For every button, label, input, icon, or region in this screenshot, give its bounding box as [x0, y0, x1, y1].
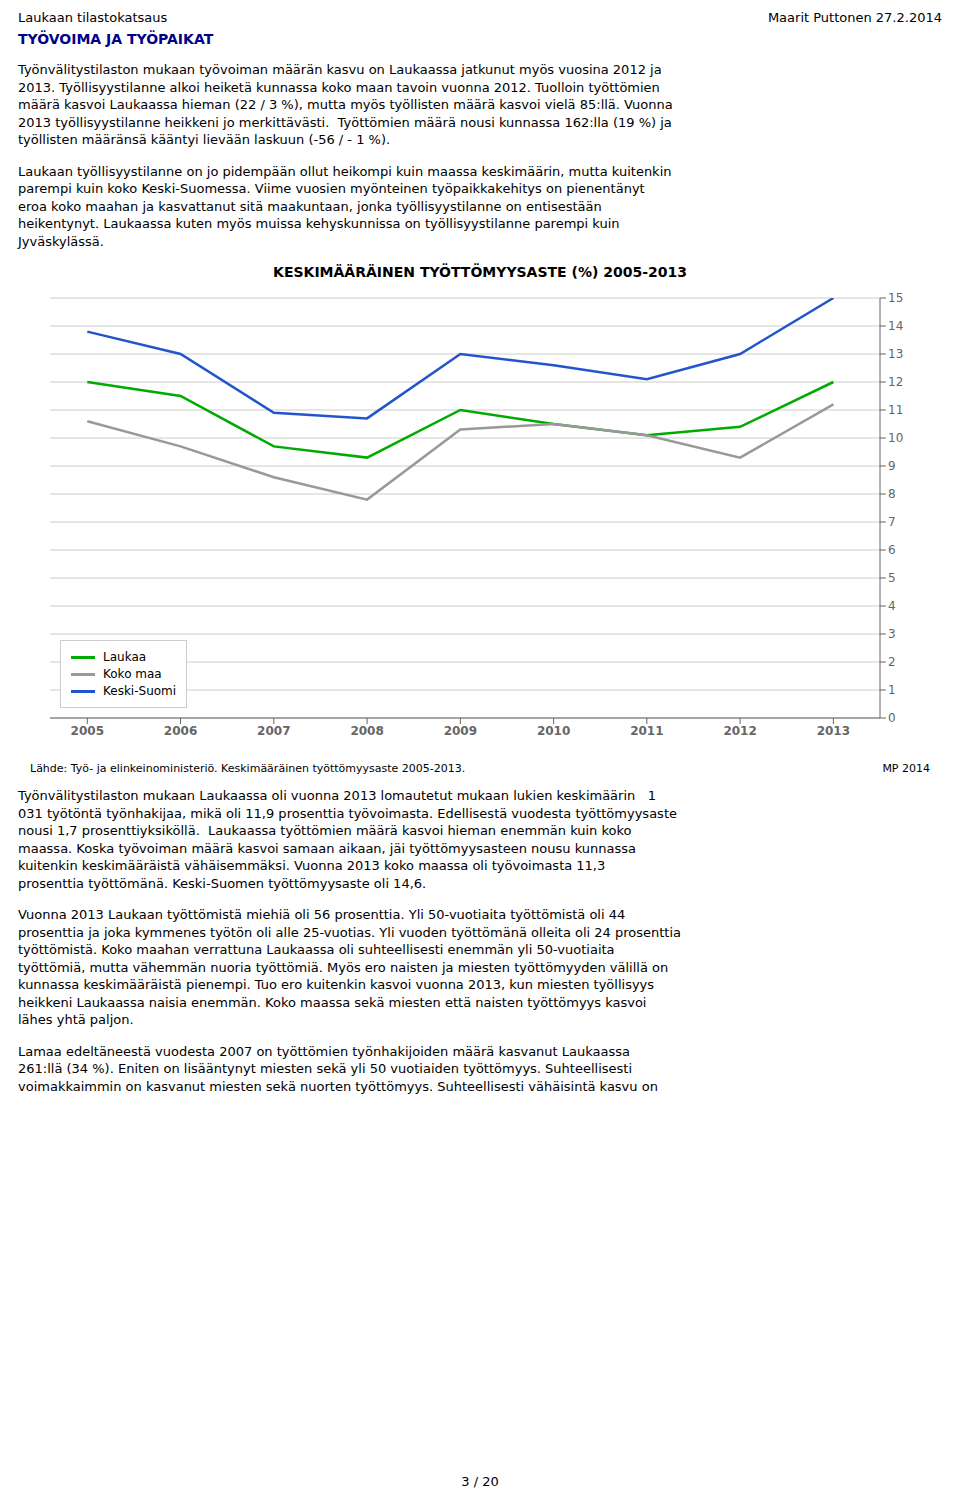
html-text:031 työtöntä työnhakijaa, mikä: 031 työtöntä työnhakijaa, mikä oli 11,9 …: [18, 805, 677, 821]
html-text:Jyväskylässä.: Jyväskylässä.: [18, 233, 104, 249]
html-text:MP 2014: MP 2014: [882, 762, 930, 775]
svg-text:10: 10: [888, 431, 903, 445]
html-text:Koko maa: Koko maa: [103, 667, 162, 681]
svg-text:2009: 2009: [444, 724, 477, 738]
svg-text:2006: 2006: [164, 724, 197, 738]
svg-text:2013: 2013: [817, 724, 850, 738]
html-text:parempi kuin koko Keski-Suomes: parempi kuin koko Keski-Suomessa. Viime …: [18, 181, 645, 196]
svg-text:5: 5: [888, 571, 896, 585]
svg-text:2010: 2010: [537, 724, 570, 738]
svg-text:1: 1: [888, 683, 896, 697]
svg-text:2005: 2005: [71, 724, 104, 738]
html-text:TYÖVOIMA JA TYÖPAIKAT: TYÖVOIMA JA TYÖPAIKAT: [18, 31, 214, 47]
html-text:määrä kasvoi Laukaassa hieman: määrä kasvoi Laukaassa hieman (22 / 3 %)…: [18, 97, 673, 112]
html-text:KESKIMÄÄRÄINEN TYÖTTÖMYYSASTE: KESKIMÄÄRÄINEN TYÖTTÖMYYSASTE (%) 2005-2…: [273, 264, 687, 280]
html-text:nousi 1,7 prosenttiyksiköllä.: nousi 1,7 prosenttiyksiköllä. Laukaassa …: [18, 823, 632, 838]
html-text:Laukaan työllisyystilanne on j: Laukaan työllisyystilanne on jo pidempää…: [18, 163, 672, 179]
html-text:kunnassa keskimääräistä pienem: kunnassa keskimääräistä pienempi. Tuo er…: [18, 977, 655, 992]
html-text:Lamaa edeltäneestä vuodesta 20: Lamaa edeltäneestä vuodesta 2007 on työt…: [18, 1043, 630, 1059]
html-text:työttömiä, mutta vähemmän nuor: työttömiä, mutta vähemmän nuoria työttöm…: [18, 959, 669, 975]
html-text:Lähde: Työ- ja elinkeinominist: Lähde: Työ- ja elinkeinoministeriö. Kesk…: [30, 762, 466, 775]
svg-text:7: 7: [888, 515, 896, 529]
html-text:Laukaa: Laukaa: [103, 650, 147, 664]
html-text:maassa. Koska työvoiman määrä: maassa. Koska työvoiman määrä kasvoi sam…: [18, 840, 636, 856]
svg-text:2012: 2012: [723, 724, 756, 738]
svg-text:14: 14: [888, 319, 903, 333]
html-text:Työnvälitystilaston mukaan työ: Työnvälitystilaston mukaan työvoiman mää…: [18, 62, 662, 77]
html-text:Työnvälitystilaston mukaan Lau: Työnvälitystilaston mukaan Laukaassa oli…: [18, 788, 656, 803]
svg-text:2011: 2011: [630, 724, 663, 738]
html-text:2013. Työllisyystilanne alkoi: 2013. Työllisyystilanne alkoi heiketä ku…: [18, 79, 660, 95]
html-text:prosenttia työttömänä. Keski-S: prosenttia työttömänä. Keski-Suomen työt…: [18, 875, 427, 891]
svg-text:11: 11: [888, 403, 903, 417]
html-text:261:llä (34 %). Eniten on lisä: 261:llä (34 %). Eniten on lisääntynyt mi…: [18, 1061, 632, 1076]
html-text:Vuonna 2013 Laukaan työttömist: Vuonna 2013 Laukaan työttömistä miehiä o…: [18, 907, 626, 922]
html-text:heikkeni Laukaassa naisia enem: heikkeni Laukaassa naisia enemmän. Koko …: [18, 994, 647, 1010]
svg-text:9: 9: [888, 459, 896, 473]
html-text:voimakkaimmin on kasvanut mies: voimakkaimmin on kasvanut miesten sekä n…: [18, 1078, 658, 1094]
svg-text:0: 0: [888, 711, 896, 725]
svg-text:12: 12: [888, 375, 903, 389]
html-text:kuitenkin keskimääräistä vähäi: kuitenkin keskimääräistä vähäisemmäksi. …: [18, 858, 606, 873]
svg-text:2: 2: [888, 655, 896, 669]
html-text:eroa koko maahan ja kasvattanu: eroa koko maahan ja kasvattanut sitä maa…: [18, 198, 602, 214]
svg-text:2007: 2007: [257, 724, 290, 738]
html-text:Maarit Puttonen 27.2.2014: Maarit Puttonen 27.2.2014: [767, 10, 942, 25]
html-text:heikentynyt. Laukaassa kuten m: heikentynyt. Laukaassa kuten myös muissa…: [18, 216, 620, 231]
svg-text:2008: 2008: [350, 724, 383, 738]
svg-text:4: 4: [888, 599, 896, 613]
html-text:Laukaan tilastokatsaus: Laukaan tilastokatsaus: [18, 10, 168, 25]
svg-text:6: 6: [888, 543, 896, 557]
html-text:lähes yhtä paljon.: lähes yhtä paljon.: [18, 1012, 134, 1027]
svg-text:15: 15: [888, 291, 903, 305]
html-text:Keski-Suomi: Keski-Suomi: [103, 684, 177, 698]
svg-text:3: 3: [888, 627, 896, 641]
html-text:2013 työllisyystilanne heikken: 2013 työllisyystilanne heikkeni jo merki…: [18, 114, 672, 130]
svg-text:8: 8: [888, 487, 896, 501]
html-text:prosenttia ja joka kymmenes ty: prosenttia ja joka kymmenes työtön oli a…: [18, 924, 681, 940]
html-text:työttömistä. Koko maahan verra: työttömistä. Koko maahan verrattuna Lauk…: [18, 942, 615, 957]
html-text:työllisten määränsä kääntyi li: työllisten määränsä kääntyi lievään lask…: [18, 132, 391, 147]
html-text:3 / 20: 3 / 20: [461, 1474, 499, 1489]
svg-text:13: 13: [888, 347, 903, 361]
